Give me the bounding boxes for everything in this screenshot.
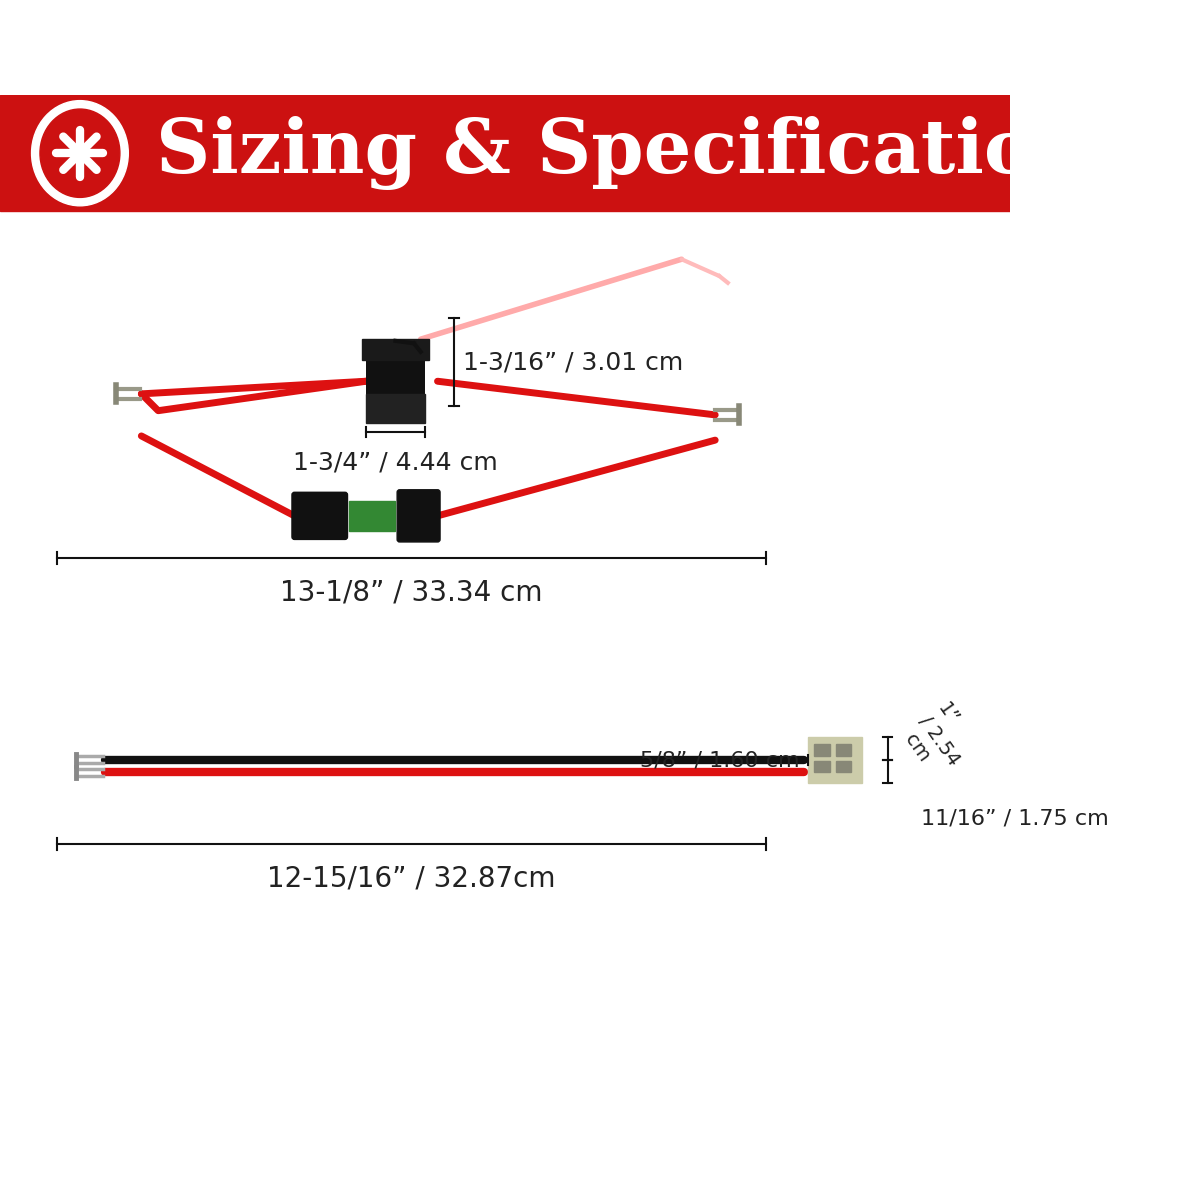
Text: 1”
/ 2.54
 cm: 1” / 2.54 cm [898, 700, 982, 781]
Bar [0, 95, 1009, 211]
Bar [835, 744, 851, 756]
FancyBboxPatch shape [397, 490, 440, 542]
Text: 11/16” / 1.75 cm: 11/16” / 1.75 cm [922, 809, 1109, 829]
Text: 13-1/8” / 33.34 cm: 13-1/8” / 33.34 cm [280, 578, 542, 606]
FancyBboxPatch shape [292, 492, 348, 540]
Bar [362, 340, 430, 360]
Bar [366, 340, 425, 407]
Bar [815, 761, 829, 773]
Ellipse shape [31, 101, 128, 206]
Text: 12-15/16” / 32.87cm: 12-15/16” / 32.87cm [268, 864, 556, 892]
Text: 1-3/16” / 3.01 cm: 1-3/16” / 3.01 cm [463, 350, 683, 374]
Bar [349, 500, 396, 532]
Text: 5/8” / 1.60 cm: 5/8” / 1.60 cm [640, 750, 799, 770]
Text: Sizing & Specifications: Sizing & Specifications [156, 116, 1130, 191]
Bar [366, 394, 425, 424]
Bar [808, 737, 863, 784]
Bar [835, 761, 851, 773]
Ellipse shape [40, 109, 120, 197]
Bar [815, 744, 829, 756]
Text: 1-3/4” / 4.44 cm: 1-3/4” / 4.44 cm [293, 450, 498, 474]
